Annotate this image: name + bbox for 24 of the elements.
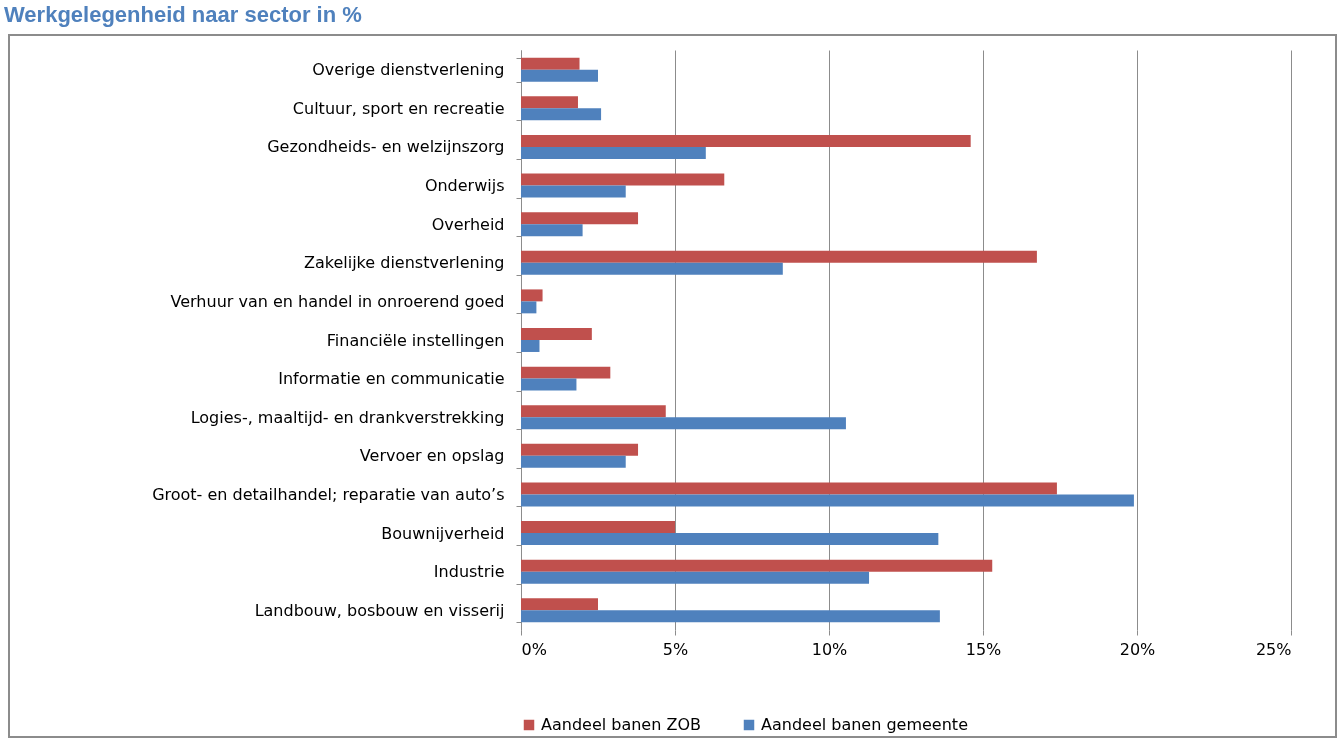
x-tick-label: 10% — [811, 639, 848, 659]
x-tick-label: 15% — [965, 639, 1002, 659]
y-tick-label: Bouwnijverheid — [381, 523, 505, 543]
x-tick-label: 0% — [521, 639, 547, 659]
y-tick-label: Verhuur van en handel in onroerend goed — [170, 291, 505, 311]
y-tick-label: Financiële instellingen — [326, 330, 505, 350]
y-tick-label: Industrie — [433, 562, 505, 582]
x-tick-label: 5% — [662, 639, 689, 659]
x-tick-label: 20% — [1119, 639, 1156, 659]
legend-label: Aandeel banen gemeente — [761, 715, 968, 734]
y-tick-label: Logies-, maaltijd- en drankverstrekking — [190, 407, 505, 427]
y-tick-label: Onderwijs — [424, 176, 505, 196]
y-tick-label: Landbouw, bosbouw en visserij — [254, 600, 505, 620]
y-tick-label: Informatie en communicatie — [278, 369, 505, 389]
text: Werkgelegenheid naar sector in % — [4, 2, 362, 28]
y-tick-label: Cultuur, sport en recreatie — [292, 98, 505, 118]
y-tick-label: Zakelijke dienstverlening — [303, 253, 505, 273]
legend-label: Aandeel banen ZOB — [541, 715, 701, 734]
y-tick-label: Vervoer en opslag — [359, 446, 505, 466]
y-tick-label: Overheid — [431, 214, 505, 234]
y-tick-label: Gezondheids- en welzijnszorg — [267, 137, 505, 157]
y-tick-label: Overige dienstverlening — [312, 60, 505, 80]
x-tick-label: 25% — [1255, 639, 1292, 659]
y-tick-label: Groot- en detailhandel; reparatie van auto’s — [152, 484, 505, 504]
